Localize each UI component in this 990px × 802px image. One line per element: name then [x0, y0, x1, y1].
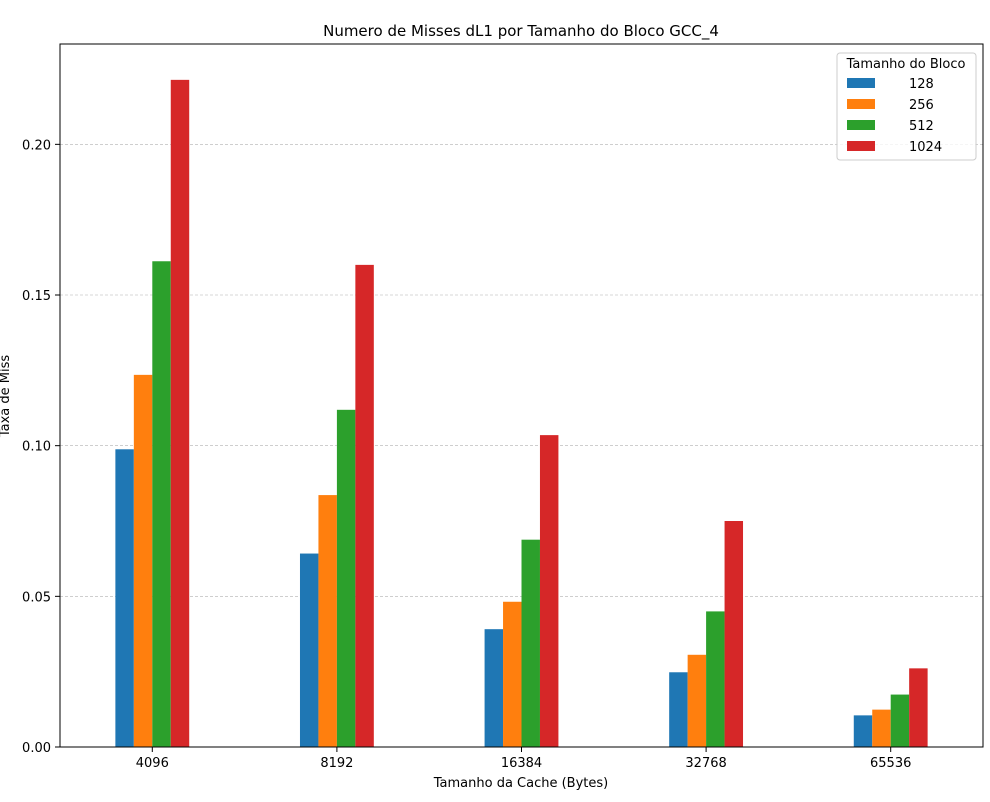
y-tick-label: 0.20: [22, 138, 51, 153]
bars: [115, 79, 928, 747]
bar-4096-512: [152, 261, 171, 747]
legend-label-512: 512: [909, 119, 934, 134]
bar-32768-128: [669, 672, 688, 747]
x-tick-label: 8192: [320, 756, 353, 771]
bar-16384-1024: [539, 435, 559, 747]
bar-16384-256: [503, 601, 522, 747]
bar-4096-1024: [170, 79, 190, 747]
x-axis-label: Tamanho da Cache (Bytes): [433, 776, 608, 791]
bar-8192-1024: [355, 264, 374, 747]
x-axis: 4096 8192 16384 32768 65536: [136, 747, 911, 771]
x-tick-label: 16384: [501, 756, 542, 771]
legend-swatch-256: [847, 99, 875, 109]
grid-lines: [60, 144, 983, 597]
legend-swatch-1024: [847, 141, 875, 151]
bar-32768-512: [706, 611, 725, 747]
legend-label-256: 256: [909, 98, 934, 113]
bar-8192-128: [299, 553, 319, 747]
chart-title: Numero de Misses dL1 por Tamanho do Bloc…: [323, 22, 719, 41]
bar-65536-128: [853, 715, 873, 747]
y-axis: 0.00 0.05 0.10 0.15 0.20: [22, 138, 60, 756]
y-tick-label: 0.15: [22, 289, 51, 304]
legend-label-1024: 1024: [909, 140, 942, 155]
y-tick-label: 0.10: [22, 440, 51, 455]
x-tick-label: 4096: [136, 756, 169, 771]
bar-65536-512: [890, 694, 910, 747]
bar-16384-128: [484, 629, 504, 747]
y-tick-label: 0.05: [22, 590, 51, 605]
legend: Tamanho do Bloco 128 256 512 1024: [836, 52, 977, 161]
bar-65536-256: [872, 709, 891, 747]
x-tick-label: 32768: [685, 756, 726, 771]
y-axis-label: Taxa de Miss: [0, 355, 13, 439]
bar-8192-256: [318, 495, 337, 747]
legend-label-128: 128: [909, 77, 934, 92]
y-tick-label: 0.00: [22, 741, 51, 756]
bar-4096-256: [133, 374, 153, 747]
bar-65536-1024: [909, 668, 928, 747]
legend-title: Tamanho do Bloco: [846, 57, 966, 72]
bar-32768-256: [687, 654, 707, 747]
legend-swatch-512: [847, 120, 875, 130]
bar-4096-128: [115, 449, 134, 747]
bar-8192-512: [336, 409, 356, 747]
bar-32768-1024: [724, 521, 744, 747]
x-tick-label: 65536: [870, 756, 911, 771]
bar-16384-512: [521, 539, 540, 747]
legend-swatch-128: [847, 78, 875, 88]
